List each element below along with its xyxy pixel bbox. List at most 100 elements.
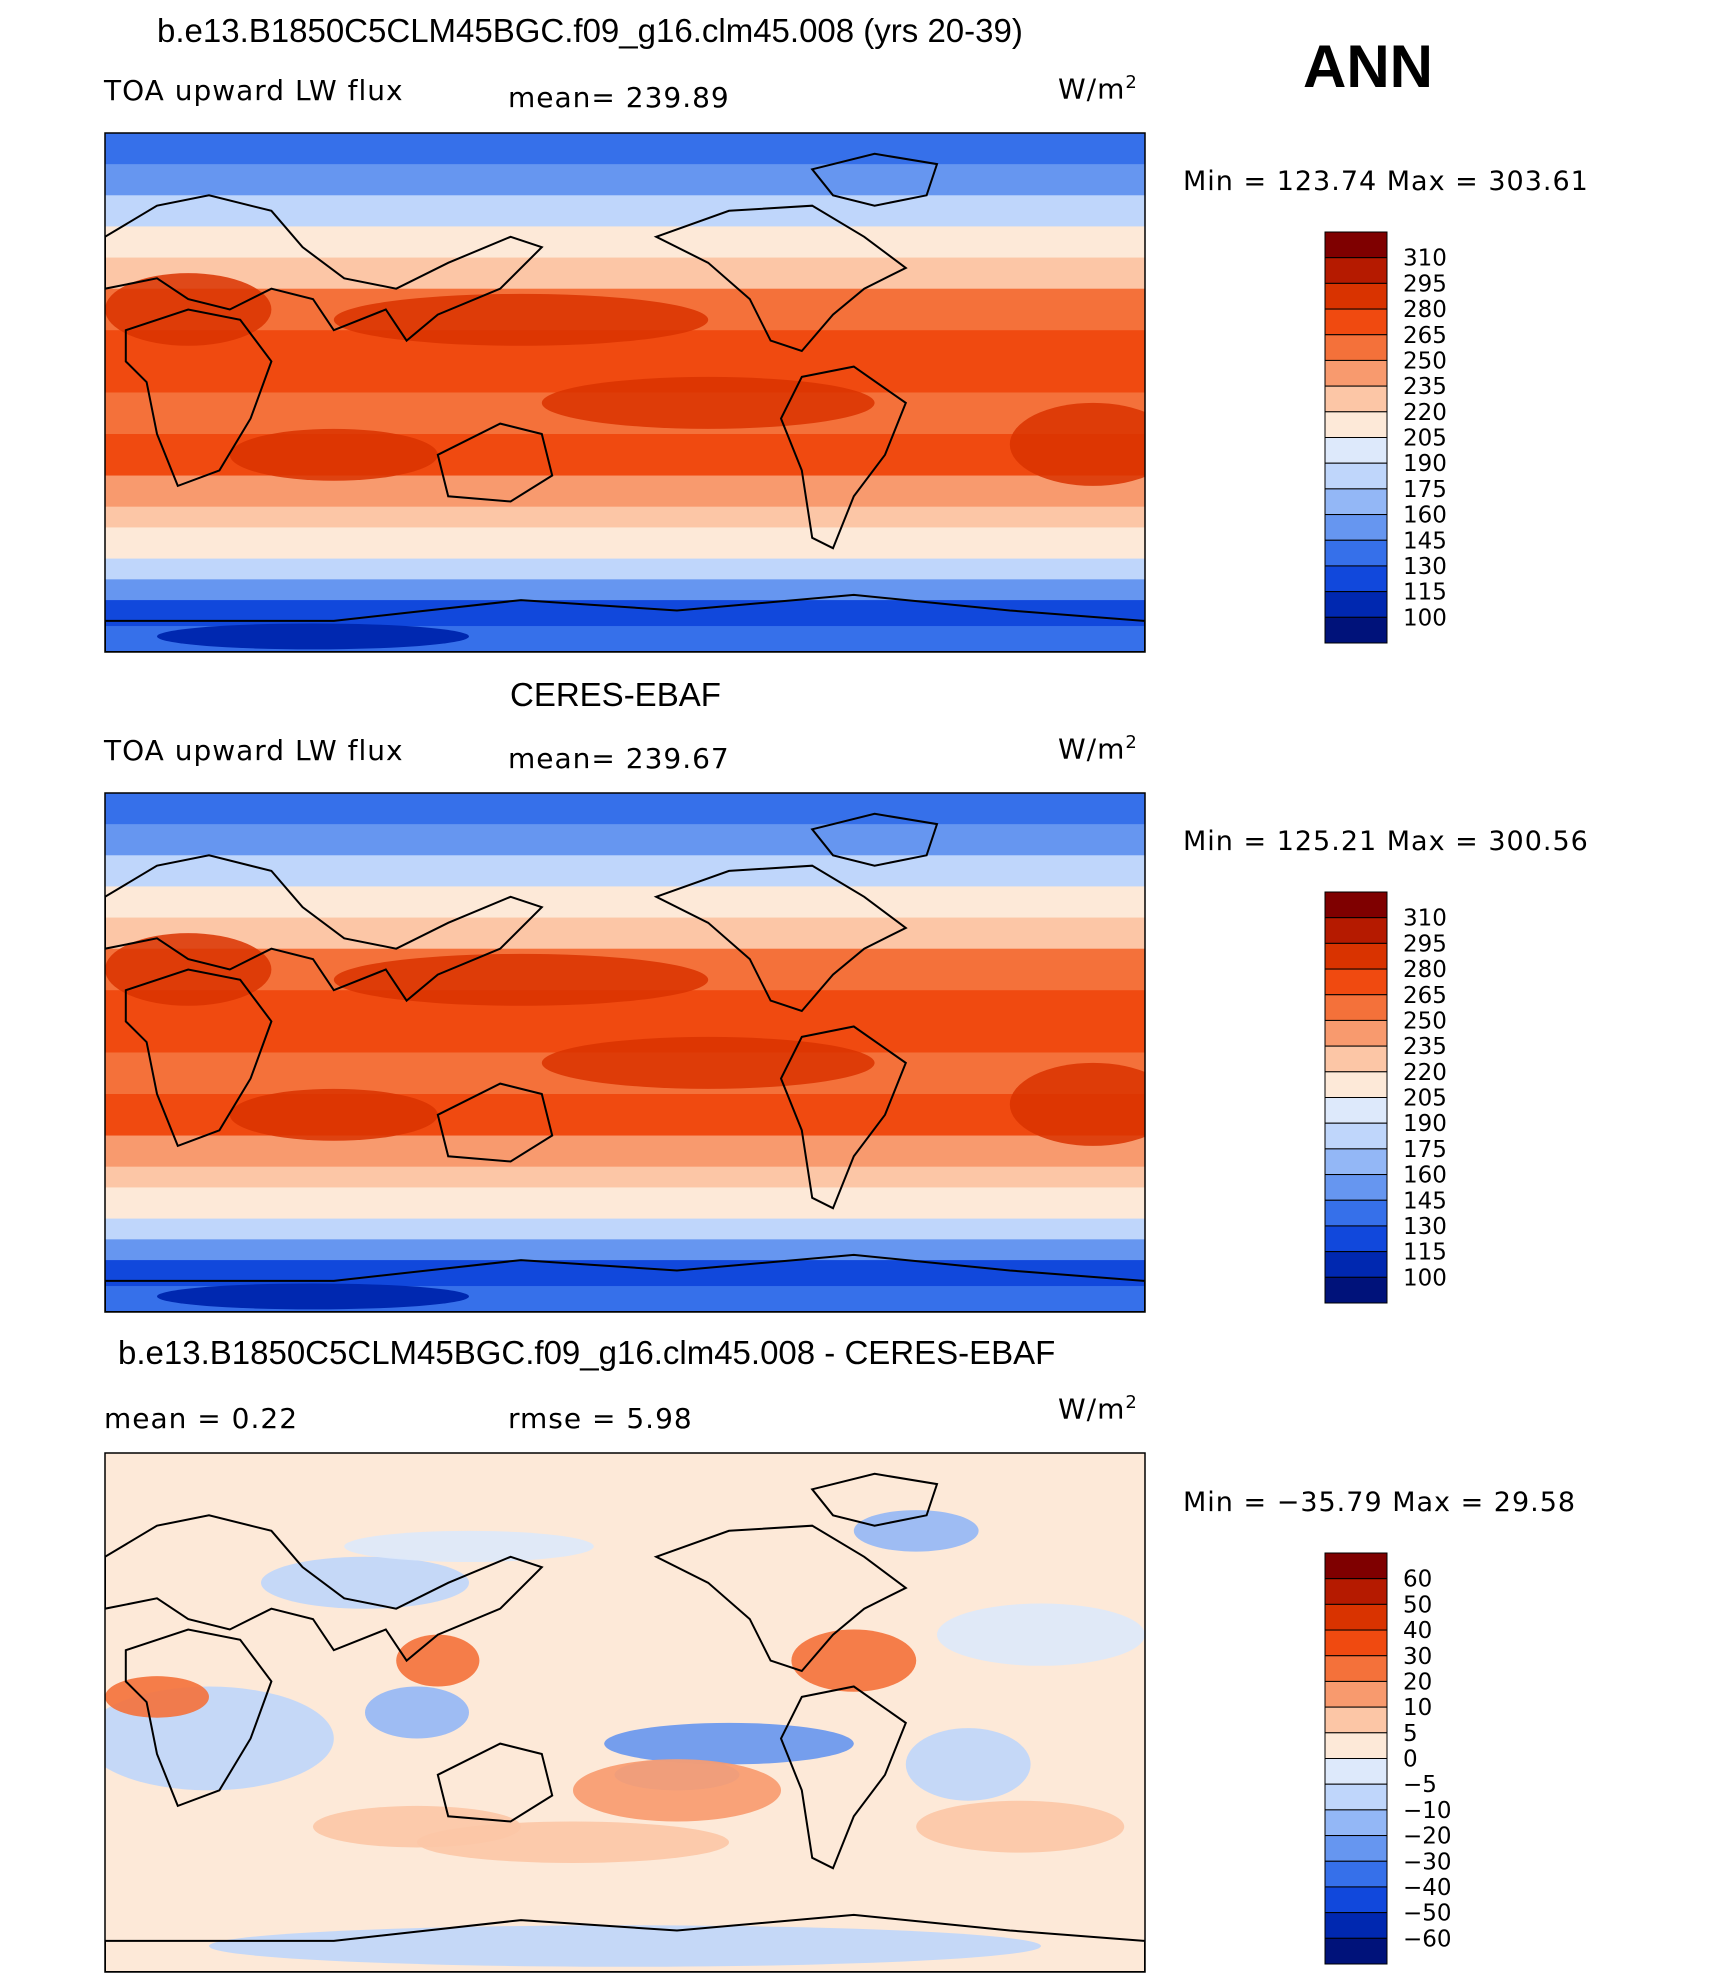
colorbar-label-1-12: 130 <box>1403 554 1447 580</box>
band-1-0 <box>105 133 1145 166</box>
band-1-12 <box>105 558 1145 581</box>
colorbar-box-3-15 <box>1324 1937 1388 1965</box>
colorbar-label-3-7: 0 <box>1403 1747 1418 1773</box>
coastline-1-3 <box>653 204 908 353</box>
colorbar-label-2-3: 265 <box>1403 983 1447 1009</box>
map-frame-1 <box>104 132 1146 653</box>
colorbar-label-3-4: 20 <box>1403 1669 1432 1695</box>
coastline-1-1 <box>124 308 273 488</box>
colorbar-box-1-0 <box>1324 231 1388 259</box>
panel-1-minmax: Min = 123.74 Max = 303.61 <box>1183 166 1589 197</box>
band-2-2 <box>105 855 1145 888</box>
map-frame-2 <box>104 792 1146 1313</box>
warm-anomaly-2 <box>396 1634 480 1687</box>
band-2-4 <box>105 917 1145 950</box>
colorbar-box-2-3 <box>1324 968 1388 996</box>
units-exponent: 2 <box>1125 72 1138 93</box>
band-2-13 <box>105 1239 1145 1262</box>
cool-anomaly-5 <box>853 1510 979 1552</box>
coastline-3-2 <box>436 1742 554 1823</box>
colorbar-box-3-8 <box>1324 1758 1388 1785</box>
colorbar-label-1-7: 205 <box>1403 426 1447 452</box>
band-1-4 <box>105 257 1145 290</box>
colorbar-label-1-0: 310 <box>1403 246 1447 272</box>
colorbar-box-1-11 <box>1324 514 1388 541</box>
units-base: W/m <box>1058 732 1126 766</box>
coastline-2-4 <box>779 1025 908 1210</box>
panel-2-title: CERES-EBAF <box>510 676 721 713</box>
colorbar-label-1-1: 295 <box>1403 271 1447 297</box>
colorbar-label-2-13: 115 <box>1403 1240 1447 1266</box>
colorbar-label-1-11: 145 <box>1403 528 1447 554</box>
colorbar-label-3-0: 60 <box>1403 1567 1432 1593</box>
colorbar-box-2-7 <box>1324 1071 1388 1098</box>
panel-2-mean-label: mean= 239.67 <box>508 742 730 775</box>
units-exponent: 2 <box>1125 732 1138 753</box>
panel-1-variable-label: TOA upward LW flux <box>104 74 404 107</box>
panel-3-minmax: Min = −35.79 Max = 29.58 <box>1183 1487 1577 1518</box>
warm-anomaly-3 <box>916 1800 1125 1853</box>
colorbar-label-2-4: 250 <box>1403 1008 1447 1034</box>
colorbar-label-1-3: 265 <box>1403 323 1447 349</box>
colorbar-label-3-8: −5 <box>1403 1772 1437 1798</box>
band-1-13 <box>105 579 1145 602</box>
coastline-3-4 <box>779 1685 908 1870</box>
band-1-9 <box>105 475 1145 508</box>
colorbar-box-1-15 <box>1324 616 1388 644</box>
colorbar-label-2-2: 280 <box>1403 957 1447 983</box>
colorbar-label-2-11: 145 <box>1403 1188 1447 1214</box>
cool-anomaly-2 <box>604 1722 854 1765</box>
warm-region-1-1 <box>333 293 709 346</box>
colorbar-2: 3102952802652502352202051901751601451301… <box>1324 891 1447 1304</box>
colorbar-box-2-12 <box>1324 1199 1388 1227</box>
cool-anomaly-8 <box>209 1925 1041 1967</box>
colorbar-label-2-1: 295 <box>1403 931 1447 957</box>
panel-3-mean-label: mean = 0.22 <box>104 1402 299 1435</box>
coastline-3-0 <box>105 1514 544 1663</box>
colorbar-label-1-10: 160 <box>1403 503 1447 529</box>
colorbar-box-1-2 <box>1324 282 1388 310</box>
coastline-2-3 <box>653 864 908 1013</box>
colorbar-box-1-5 <box>1324 359 1388 387</box>
coastline-3-1 <box>124 1628 273 1808</box>
map-frame-3 <box>104 1452 1146 1973</box>
colorbar-1: 3102952802652502352202051901751601451301… <box>1324 231 1447 644</box>
colorbar-label-1-13: 115 <box>1403 580 1447 606</box>
coastline-3-5 <box>810 1472 939 1527</box>
colorbar-label-2-5: 235 <box>1403 1034 1447 1060</box>
colorbar-box-2-4 <box>1324 994 1388 1021</box>
colorbar-box-1-8 <box>1324 437 1388 464</box>
units-exponent: 2 <box>1125 1392 1138 1413</box>
colorbar-label-2-10: 160 <box>1403 1163 1447 1189</box>
panel-2-minmax: Min = 125.21 Max = 300.56 <box>1183 826 1589 857</box>
colorbar-box-2-15 <box>1324 1276 1388 1304</box>
warm-region-2-0 <box>541 1036 875 1089</box>
colorbar-label-1-14: 100 <box>1403 605 1447 631</box>
colorbar-box-1-1 <box>1324 257 1388 284</box>
band-2-3 <box>105 886 1145 919</box>
warm-region-2-2 <box>229 1088 438 1141</box>
colorbar-box-2-5 <box>1324 1019 1388 1047</box>
colorbar-box-1-6 <box>1324 385 1388 413</box>
colorbar-label-3-13: −50 <box>1403 1901 1452 1927</box>
colorbar-box-1-9 <box>1324 462 1388 490</box>
colorbar-label-3-14: −60 <box>1403 1926 1452 1952</box>
warm-region-2-1 <box>333 953 709 1006</box>
season-label: ANN <box>1303 33 1433 100</box>
colorbar-label-3-12: −40 <box>1403 1875 1452 1901</box>
cool-anomaly-7 <box>937 1603 1145 1666</box>
map-field-1 <box>105 133 1145 652</box>
band-2-12 <box>105 1218 1145 1241</box>
colorbar-box-3-9 <box>1324 1783 1388 1811</box>
colorbar-label-2-14: 100 <box>1403 1265 1447 1291</box>
colorbar-box-1-3 <box>1324 308 1388 336</box>
panel-1-units: W/m2 <box>1058 72 1138 105</box>
colorbar-label-3-2: 40 <box>1403 1618 1432 1644</box>
colorbar-box-2-0 <box>1324 891 1388 919</box>
colorbar-box-1-7 <box>1324 411 1388 438</box>
colorbar-box-3-0 <box>1324 1552 1388 1580</box>
cold-region-2 <box>157 1283 469 1310</box>
colorbar-label-3-3: 30 <box>1403 1644 1432 1670</box>
colorbar-box-1-13 <box>1324 565 1388 593</box>
colorbar-box-1-12 <box>1324 539 1388 567</box>
